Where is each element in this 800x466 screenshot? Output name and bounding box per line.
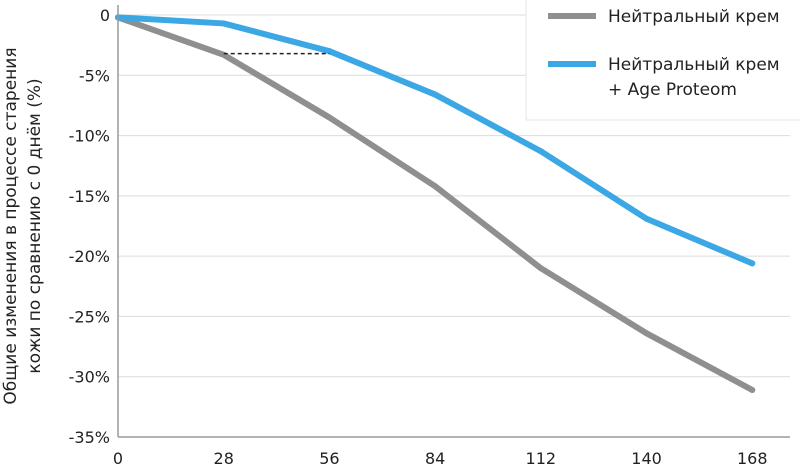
series-1-point-4 [537,148,544,155]
legend-label-1-line-0: Нейтральный крем [608,55,780,75]
y-tick-label-3: -15% [69,187,110,206]
x-tick-label-2: 56 [319,449,339,466]
series-lines [115,14,756,393]
series-1-point-5 [643,215,650,222]
series-1-point-3 [432,91,439,98]
series-0-point-1 [220,51,227,58]
x-tick-label-6: 168 [737,449,768,466]
legend: Нейтральный крем Нейтральный крем + Age Pr… [525,0,800,121]
series-0-point-2 [326,114,333,121]
y-tick-labels: 0 -5% -10% -15% -20% -25% -30% -35% [69,6,110,447]
series-0-point-6 [749,386,756,393]
x-tick-labels: 0 28 56 84 112 140 168 [113,449,768,466]
y-tick-label-1: -5% [79,66,110,85]
axes [117,5,790,438]
y-axis-title: Общие изменения в процессе старения кожи … [1,47,45,404]
y-tick-label-5: -25% [69,307,110,326]
series-0-point-5 [643,330,650,337]
series-1-point-2 [326,48,333,55]
y-tick-label-7: -35% [69,428,110,447]
y-axis-title-line-1: кожи по сравнению с 0 днём (%) [25,78,45,373]
series-1-point-6 [749,260,756,267]
legend-label-0: Нейтральный крем [608,7,780,27]
series-0-point-4 [537,265,544,272]
x-tick-label-1: 28 [214,449,234,466]
y-tick-label-4: -20% [69,247,110,266]
legend-label-1-line-1: + Age Proteom [608,80,737,100]
grid-lines [118,14,790,438]
y-axis-title-line-0: Общие изменения в процессе старения [1,47,21,404]
series-0-point-3 [432,183,439,190]
series-1-point-1 [220,20,227,27]
y-tick-label-2: -10% [69,127,110,146]
y-tick-label-0: 0 [100,6,110,25]
legend-box [525,0,800,121]
x-tick-label-0: 0 [113,449,123,466]
x-tick-label-3: 84 [425,449,445,466]
y-tick-label-6: -30% [69,368,110,387]
x-tick-label-5: 140 [631,449,662,466]
x-tick-label-4: 112 [526,449,557,466]
